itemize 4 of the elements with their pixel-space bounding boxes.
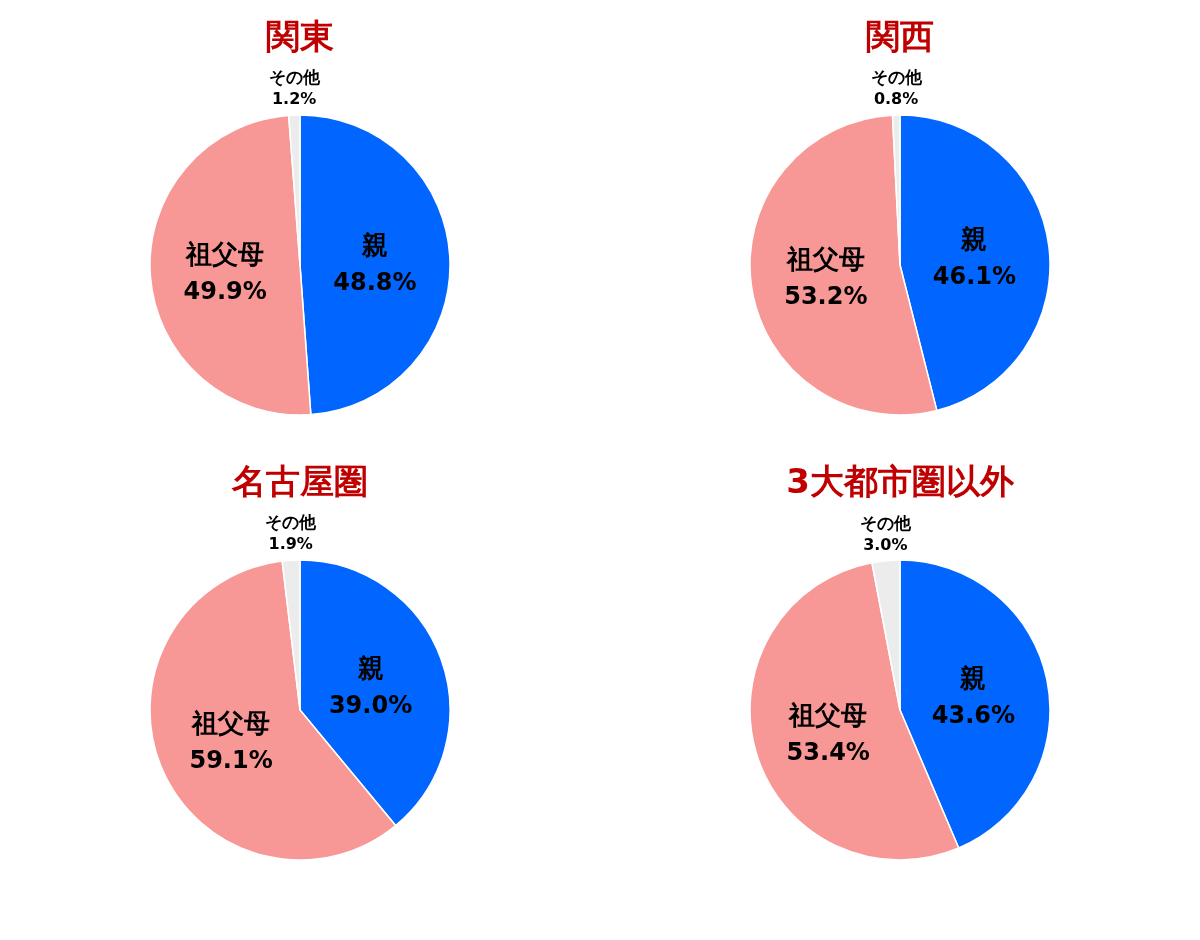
title: 3大都市圏以外: [786, 461, 1014, 501]
title: 名古屋圏: [232, 461, 368, 501]
title: 関西: [866, 16, 934, 56]
title: 関東: [266, 16, 334, 56]
